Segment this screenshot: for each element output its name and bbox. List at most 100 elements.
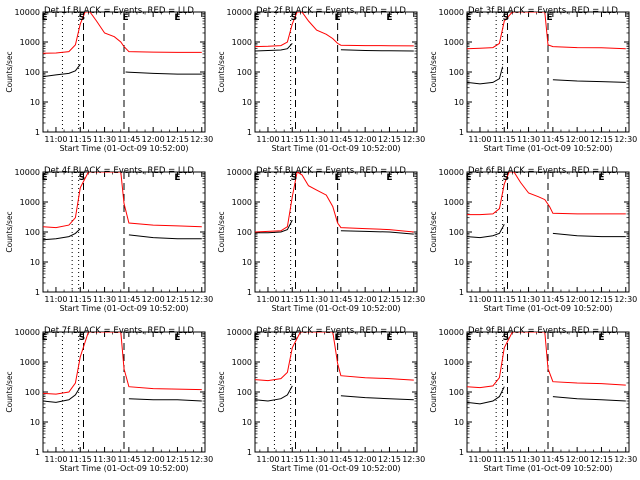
x-axis-label: Start Time (01-Oct-09 10:52:00) xyxy=(59,304,188,313)
y-tick-label: 1 xyxy=(459,288,464,297)
x-tick-label: 11:30 xyxy=(305,295,328,304)
x-axis-label: Start Time (01-Oct-09 10:52:00) xyxy=(271,464,400,473)
y-tick-label: 10 xyxy=(242,258,252,267)
x-tick-label: 12:00 xyxy=(566,295,589,304)
y-tick-label: 100 xyxy=(25,228,40,237)
x-tick-label: 12:00 xyxy=(566,135,589,144)
marker-letter: E xyxy=(598,173,604,183)
detector-panel-4: 1 10 100 1000 10000 11:00 11:15 11:30 11:45 12:00… xyxy=(5,166,213,313)
detector-panel-5: 1 10 100 1000 10000 11:00 11:15 11:30 11:45 12:00… xyxy=(217,166,425,313)
x-axis-label: Start Time (01-Oct-09 10:52:00) xyxy=(271,304,400,313)
y-tick-label: 10 xyxy=(242,418,252,427)
marker-letter: E xyxy=(335,173,341,183)
x-tick-label: 11:30 xyxy=(517,455,540,464)
y-tick-label: 1000 xyxy=(444,38,464,47)
y-axis-label: Counts/sec xyxy=(5,211,14,252)
x-tick-label: 11:30 xyxy=(517,295,540,304)
x-axis-label: Start Time (01-Oct-09 10:52:00) xyxy=(483,304,612,313)
y-tick-label: 1000 xyxy=(232,198,252,207)
series-line-lld xyxy=(255,12,414,48)
y-tick-label: 1000 xyxy=(20,358,40,367)
panel-title: Det 1f BLACK = Events, RED = LLD xyxy=(44,6,194,16)
y-tick-label: 10 xyxy=(454,258,464,267)
y-tick-label: 10 xyxy=(30,418,40,427)
marker-letter: E xyxy=(386,333,392,343)
x-tick-label: 12:00 xyxy=(566,455,589,464)
detector-panel-3: 1 10 100 1000 10000 11:00 11:15 11:30 11:45 12:00… xyxy=(429,6,637,153)
x-tick-label: 11:45 xyxy=(329,295,352,304)
series-line-events xyxy=(467,66,626,85)
marker-letter: S xyxy=(291,173,297,183)
y-axis-label: Counts/sec xyxy=(429,51,438,92)
x-tick-label: 11:00 xyxy=(256,135,279,144)
series-line-events xyxy=(255,219,414,235)
x-tick-label: 11:15 xyxy=(281,295,304,304)
x-tick-label: 11:00 xyxy=(468,455,491,464)
y-tick-label: 1000 xyxy=(232,38,252,47)
x-tick-label: 11:45 xyxy=(329,135,352,144)
x-tick-label: 11:15 xyxy=(493,455,516,464)
panel-title: Det 2f BLACK = Events, RED = LLD xyxy=(256,6,406,16)
y-axis-label: Counts/sec xyxy=(429,211,438,252)
y-tick-label: 100 xyxy=(25,388,40,397)
marker-letter: E xyxy=(466,13,472,23)
x-tick-label: 11:45 xyxy=(541,135,564,144)
marker-letter: E xyxy=(386,173,392,183)
x-tick-label: 12:00 xyxy=(142,455,165,464)
y-tick-label: 10000 xyxy=(439,8,464,17)
x-tick-label: 12:15 xyxy=(590,455,613,464)
marker-letter: E xyxy=(466,333,472,343)
x-tick-label: 11:00 xyxy=(256,295,279,304)
x-tick-label: 11:15 xyxy=(493,135,516,144)
series-line-lld xyxy=(43,12,202,54)
marker-letter: E xyxy=(598,333,604,343)
x-tick-label: 11:45 xyxy=(117,295,140,304)
marker-letter: E xyxy=(174,13,180,23)
series-line-lld xyxy=(255,332,414,382)
panel-title: Det 3f BLACK = Events, RED = LLD xyxy=(468,6,618,16)
panel-title: Det 6f BLACK = Events, RED = LLD xyxy=(468,166,618,176)
marker-letter: S xyxy=(291,13,297,23)
x-tick-label: 11:00 xyxy=(44,455,67,464)
y-tick-label: 1 xyxy=(247,448,252,457)
panel-title: Det 5f BLACK = Events, RED = LLD xyxy=(256,166,406,176)
panel-title: Det 4f BLACK = Events, RED = LLD xyxy=(44,166,194,176)
series-line-events xyxy=(255,385,414,402)
x-tick-label: 12:15 xyxy=(590,295,613,304)
y-tick-label: 100 xyxy=(237,228,252,237)
marker-letter: E xyxy=(335,333,341,343)
detector-panel-2: 1 10 100 1000 10000 11:00 11:15 11:30 11:45 12:00… xyxy=(217,6,425,153)
x-tick-label: 11:00 xyxy=(256,455,279,464)
series-line-events xyxy=(43,63,202,78)
x-tick-label: 11:30 xyxy=(305,455,328,464)
x-tick-label: 12:30 xyxy=(614,295,637,304)
y-axis-label: Counts/sec xyxy=(217,211,226,252)
marker-letter: S xyxy=(79,333,85,343)
x-tick-label: 12:00 xyxy=(142,295,165,304)
x-tick-label: 11:00 xyxy=(468,135,491,144)
x-tick-label: 11:00 xyxy=(468,295,491,304)
marker-letter: E xyxy=(254,173,260,183)
series-line-lld xyxy=(255,172,414,233)
y-tick-label: 10 xyxy=(30,98,40,107)
y-tick-label: 1 xyxy=(35,288,40,297)
marker-letter: E xyxy=(42,333,48,343)
y-tick-label: 100 xyxy=(449,228,464,237)
x-axis-label: Start Time (01-Oct-09 10:52:00) xyxy=(59,144,188,153)
x-tick-label: 12:15 xyxy=(378,295,401,304)
series-line-lld xyxy=(467,332,626,389)
y-tick-label: 10000 xyxy=(15,168,40,177)
detector-panel-6: 1 10 100 1000 10000 11:00 11:15 11:30 11:45 12:00… xyxy=(429,166,637,313)
y-tick-label: 10000 xyxy=(227,8,252,17)
y-tick-label: 1 xyxy=(459,128,464,137)
marker-letter: E xyxy=(547,13,553,23)
x-tick-label: 11:45 xyxy=(541,295,564,304)
y-tick-label: 10000 xyxy=(15,8,40,17)
y-tick-label: 1000 xyxy=(20,38,40,47)
x-tick-label: 12:30 xyxy=(190,295,213,304)
y-axis-label: Counts/sec xyxy=(5,371,14,412)
marker-letter: E xyxy=(466,173,472,183)
panel-title: Det 8f BLACK = Events, RED = LLD xyxy=(256,326,406,336)
x-tick-label: 12:30 xyxy=(402,455,425,464)
series-line-lld xyxy=(43,332,202,395)
